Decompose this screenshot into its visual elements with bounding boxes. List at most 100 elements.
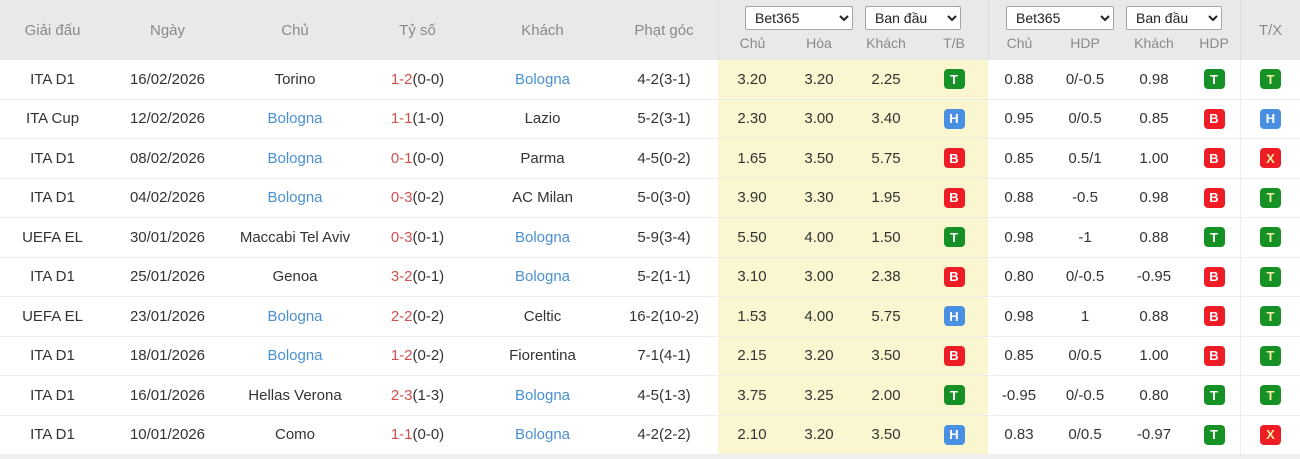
home-team-link[interactable]: Bologna [267, 347, 323, 365]
odds-hdp-away: 0.98 [1139, 189, 1169, 207]
league-cell: ITA D1 [30, 149, 75, 167]
result-1x2-cell: T [920, 60, 988, 99]
odds-1x2-draw: 3.20 [786, 60, 852, 99]
home-team-link[interactable]: Bologna [267, 189, 323, 207]
column-header-tx: T/X [1240, 0, 1300, 60]
odds-hdp-line: 0/-0.5 [1065, 70, 1105, 88]
odds-1x2-away: 3.50 [852, 336, 920, 375]
odds-1x2-draw: 3.20 [786, 336, 852, 375]
home-team-link[interactable]: Hellas Verona [248, 386, 342, 404]
league-cell: UEFA EL [22, 307, 83, 325]
bookmaker-select-1x2[interactable]: Bet365 [745, 6, 853, 30]
odds-hdp-home: 0.80 [1004, 268, 1034, 286]
subheader-1x2-result: T/B [943, 35, 965, 51]
odds-1x2-away: 2.25 [852, 60, 920, 99]
corners-cell: 4-2(2-2) [637, 426, 691, 444]
result-hdp-cell: T [1188, 416, 1240, 455]
league-cell: ITA D1 [30, 189, 75, 207]
result-tx-badge: T [1260, 266, 1281, 287]
odds-hdp-home: -0.95 [1001, 386, 1037, 404]
result-tx-badge: T [1260, 69, 1281, 90]
result-1x2-cell: B [920, 257, 988, 296]
odds-1x2-away: 2.00 [852, 376, 920, 415]
fulltime-score: 2-3 [390, 386, 413, 404]
halftime-score: (0-2) [412, 189, 445, 207]
corners-cell: 4-5(0-2) [637, 149, 691, 167]
odds-1x2-controls: Bet365 Ban đầu [718, 6, 988, 30]
odds-hdp-away: 1.00 [1139, 149, 1169, 167]
result-tx-badge: T [1260, 227, 1281, 248]
odds-hdp-line: -1 [1078, 228, 1092, 246]
halftime-score: (0-1) [412, 268, 445, 286]
away-team-link[interactable]: Bologna [514, 268, 571, 286]
result-hdp-badge: T [1203, 227, 1225, 248]
odds-1x2-away: 1.95 [852, 178, 920, 217]
fulltime-score: 1-2 [390, 70, 413, 88]
corners-cell: 5-2(1-1) [637, 268, 691, 286]
result-hdp-cell: B [1188, 297, 1240, 336]
away-team-link[interactable]: AC Milan [512, 189, 573, 207]
odds-hdp-line: 0/-0.5 [1065, 386, 1105, 404]
result-1x2-badge: B [943, 345, 965, 366]
score-cell: 0-3 (0-1) [360, 218, 475, 257]
subheader-1x2-away: Khách [866, 35, 906, 51]
home-team-link[interactable]: Torino [274, 70, 316, 88]
league-cell: ITA D1 [30, 268, 75, 286]
home-team-link[interactable]: Como [274, 426, 315, 444]
odds-hdp-line: 0/0.5 [1068, 426, 1102, 444]
result-tx-badge: T [1260, 385, 1281, 406]
table-body: ITA D1 16/02/2026 Torino 1-2 (0-0) Bologn… [0, 60, 1300, 455]
away-team-link[interactable]: Bologna [514, 70, 571, 88]
result-hdp-badge: T [1203, 69, 1225, 90]
odds-1x2-draw: 4.00 [786, 297, 852, 336]
fulltime-score: 1-1 [390, 110, 413, 128]
corners-cell: 16-2(10-2) [628, 307, 700, 325]
table-row: ITA D1 08/02/2026 Bologna 0-1 (0-0) Parma… [0, 139, 1300, 179]
halftime-score: (0-1) [412, 228, 445, 246]
away-team-link[interactable]: Fiorentina [509, 347, 576, 365]
column-header-corners: Phạt góc [634, 21, 694, 39]
score-cell: 1-1 (1-0) [360, 100, 475, 139]
home-team-link[interactable]: Genoa [272, 268, 318, 286]
date-cell: 25/01/2026 [129, 268, 206, 286]
result-1x2-cell: T [920, 218, 988, 257]
subheader-hdp-away: Khách [1134, 35, 1174, 51]
date-cell: 16/01/2026 [129, 386, 206, 404]
away-team-link[interactable]: Parma [520, 149, 565, 167]
bookmaker-select-hdp[interactable]: Bet365 [1006, 6, 1114, 30]
home-team-link[interactable]: Bologna [267, 149, 323, 167]
odds-hdp-away: 0.88 [1139, 307, 1169, 325]
column-header-league: Giải đấu [24, 21, 81, 39]
corners-cell: 4-2(3-1) [637, 70, 691, 88]
fulltime-score: 3-2 [390, 268, 413, 286]
odds-1x2-home: 3.10 [718, 257, 786, 296]
date-cell: 18/01/2026 [129, 347, 206, 365]
home-team-link[interactable]: Bologna [267, 307, 323, 325]
result-tx-cell: H [1240, 99, 1300, 138]
away-team-link[interactable]: Bologna [514, 386, 571, 404]
odds-1x2-home: 1.53 [718, 297, 786, 336]
score-cell: 1-1 (0-0) [360, 416, 475, 455]
table-row: ITA D1 25/01/2026 Genoa 3-2 (0-1) Bologna… [0, 257, 1300, 297]
away-team-link[interactable]: Celtic [523, 307, 562, 325]
odds-1x2-draw: 3.50 [786, 139, 852, 178]
odds-1x2-away: 2.38 [852, 257, 920, 296]
line-select-1x2[interactable]: Ban đầu [865, 6, 961, 30]
subheader-hdp-result: HDP [1199, 35, 1229, 51]
away-team-link[interactable]: Bologna [514, 426, 571, 444]
away-team-link[interactable]: Bologna [514, 228, 571, 246]
odds-1x2-draw: 3.00 [786, 257, 852, 296]
column-header-date: Ngày [149, 21, 186, 39]
odds-1x2-draw: 3.30 [786, 178, 852, 217]
line-select-hdp[interactable]: Ban đầu [1126, 6, 1222, 30]
table-row: UEFA EL 30/01/2026 Maccabi Tel Aviv 0-3(… [0, 218, 1300, 258]
home-team-link[interactable]: Maccabi Tel Aviv [239, 228, 351, 246]
result-1x2-badge: T [943, 227, 965, 248]
odds-1x2-draw: 3.25 [786, 376, 852, 415]
away-team-link[interactable]: Lazio [524, 110, 561, 128]
odds-hdp-away: 0.88 [1139, 228, 1169, 246]
column-header-score: Tỷ số [399, 21, 436, 39]
odds-1x2-home: 2.15 [718, 336, 786, 375]
result-1x2-badge: T [943, 69, 965, 90]
home-team-link[interactable]: Bologna [267, 110, 323, 128]
